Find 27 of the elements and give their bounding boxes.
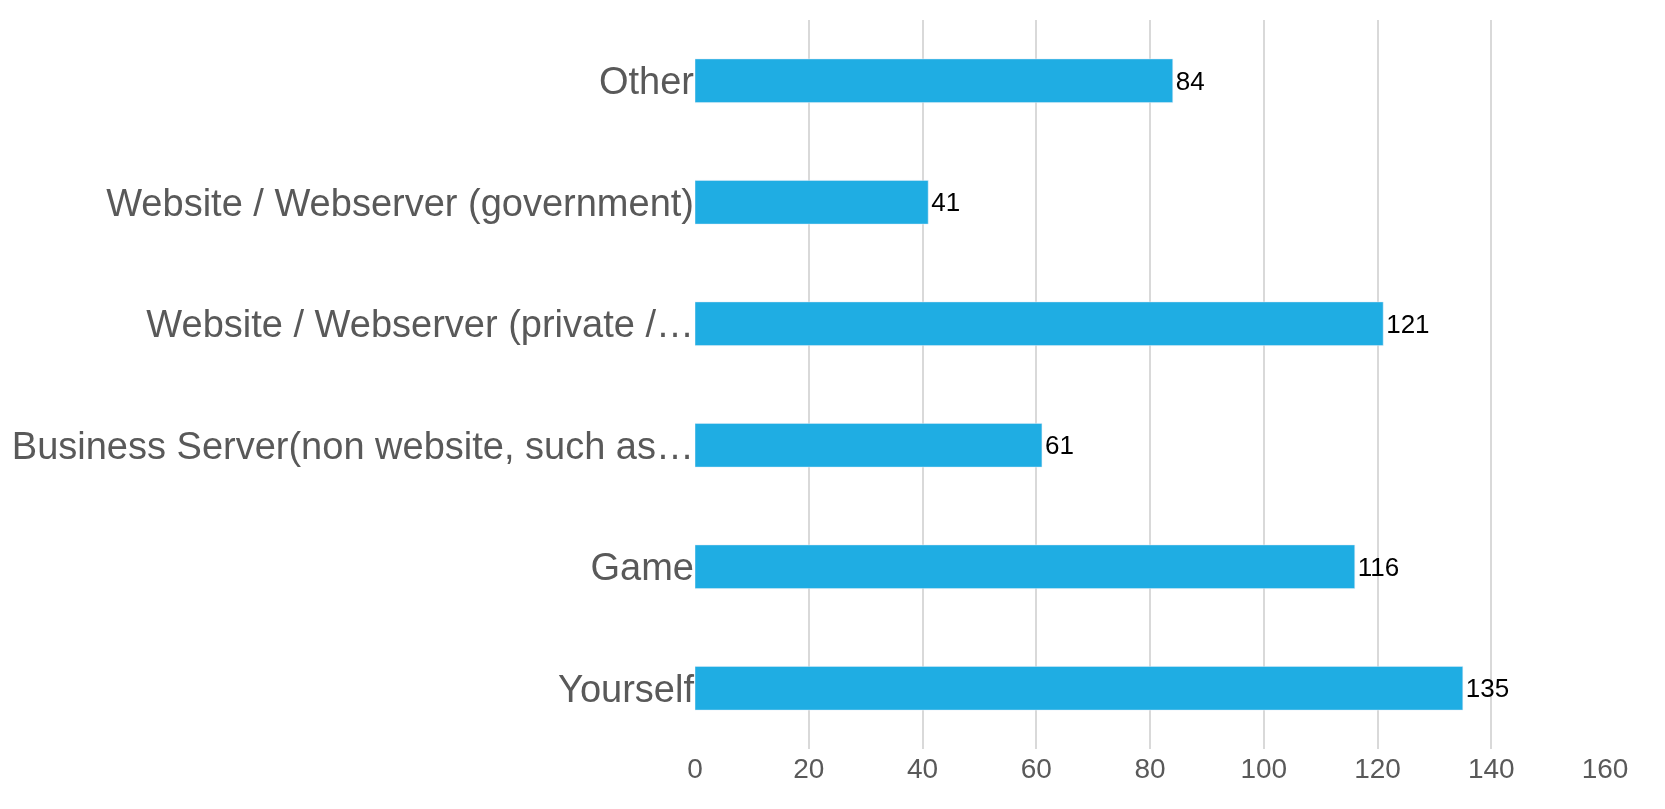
y-tick-label: Game [590, 546, 694, 589]
bar [695, 180, 929, 225]
data-label: 116 [1357, 551, 1400, 582]
x-tick-label: 80 [1134, 753, 1166, 784]
y-tick-label: Website / Webserver (private /… [146, 303, 694, 346]
x-tick-label: 160 [1581, 753, 1629, 784]
x-tick-label: 20 [793, 753, 825, 784]
data-label: 84 [1175, 65, 1205, 96]
x-tick-label: 60 [1020, 753, 1052, 784]
y-tick-label: Business Server(non website, such as… [11, 424, 694, 467]
bar [695, 58, 1173, 103]
x-tick-label: 120 [1354, 753, 1401, 784]
x-tick-label: 100 [1240, 753, 1288, 784]
x-tick-label: 40 [906, 753, 939, 784]
data-label: 41 [931, 187, 961, 218]
y-tick-label: Website / Webserver (government) [106, 181, 694, 224]
x-tick-label: 140 [1467, 753, 1515, 784]
x-tick-label: 0 [687, 753, 703, 784]
bar [695, 301, 1384, 346]
bar [695, 544, 1355, 589]
data-label: 135 [1465, 673, 1510, 704]
y-tick-label: Yourself [558, 667, 695, 710]
bar [695, 666, 1464, 711]
bar [695, 423, 1043, 468]
y-tick-label: Other [598, 60, 695, 103]
data-label: 121 [1386, 308, 1430, 339]
data-label: 61 [1044, 430, 1074, 461]
